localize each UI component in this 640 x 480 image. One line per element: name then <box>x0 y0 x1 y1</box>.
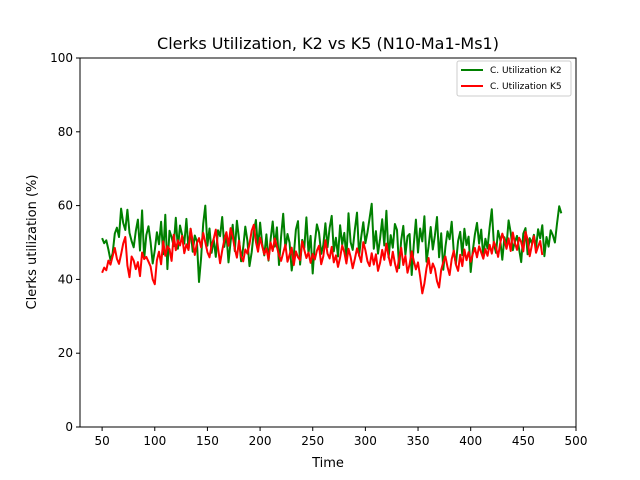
x-tick-label: 400 <box>459 434 482 448</box>
x-tick-label: 200 <box>249 434 272 448</box>
plot-frame <box>79 57 577 428</box>
x-tick-label: 450 <box>512 434 535 448</box>
x-axis-label: Time <box>311 456 344 471</box>
chart-title: Clerks Utilization, K2 vs K5 (N10-Ma1-Ms… <box>157 34 499 53</box>
x-tick-label: 350 <box>407 434 430 448</box>
x-axis-ticks: 50 100 150 200 250 300 350 400 450 500 <box>94 427 587 448</box>
y-tick-label: 40 <box>58 272 73 286</box>
series-line-k5 <box>101 223 544 295</box>
x-tick-label: 250 <box>301 434 324 448</box>
y-tick-label: 0 <box>65 420 73 434</box>
x-tick-label: 300 <box>354 434 377 448</box>
series-layer <box>101 202 563 295</box>
y-axis-label: Clerks utilization (%) <box>25 175 40 310</box>
y-tick-label: 20 <box>58 346 73 360</box>
x-tick-label: 150 <box>196 434 219 448</box>
x-tick-label: 100 <box>143 434 166 448</box>
y-tick-label: 80 <box>58 125 73 139</box>
y-axis-ticks: 0 20 40 60 80 100 <box>50 51 80 434</box>
legend-label-k2: C. Utilization K2 <box>490 66 562 76</box>
y-tick-label: 60 <box>58 199 73 213</box>
legend-box <box>456 60 572 97</box>
y-tick-label: 100 <box>50 51 73 65</box>
legend-label-k5: C. Utilization K5 <box>490 82 562 92</box>
legend: C. Utilization K2 C. Utilization K5 <box>456 60 572 97</box>
x-tick-label: 50 <box>94 434 109 448</box>
x-tick-label: 500 <box>565 434 588 448</box>
